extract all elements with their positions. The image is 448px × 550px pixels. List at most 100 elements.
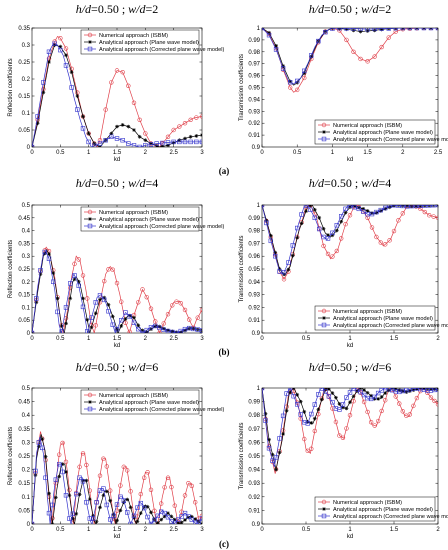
y-tick-label: 0.1: [22, 305, 31, 311]
series-marker-2: [127, 314, 132, 319]
series-marker-1: [166, 328, 170, 333]
y-tick-label: 0.15: [18, 481, 30, 487]
y-tick-label: 0.35: [18, 427, 30, 433]
series-marker-2: [137, 144, 142, 147]
chart-title: h/d=0.50 ; w/d=4: [76, 176, 159, 190]
series-marker-2: [145, 514, 150, 520]
series-marker-2: [80, 126, 86, 131]
series-marker-1: [298, 399, 303, 404]
series-marker-2: [435, 388, 438, 392]
series-marker-1: [59, 324, 64, 328]
series-marker-0: [425, 390, 430, 395]
series-marker-2: [86, 139, 91, 145]
series-marker-1: [162, 514, 167, 519]
series-marker-2: [171, 139, 176, 145]
series-marker-1: [288, 390, 293, 395]
series-marker-1: [362, 388, 366, 392]
series-marker-2: [114, 502, 120, 507]
series-marker-2: [121, 498, 127, 503]
series-marker-2: [69, 85, 74, 90]
y-tick-label: 0.95: [248, 454, 260, 460]
series-marker-2: [75, 107, 80, 112]
series-marker-2: [196, 519, 201, 524]
series-marker-1: [281, 64, 286, 68]
series-marker-0: [104, 464, 110, 469]
series-marker-1: [308, 205, 313, 208]
legend-marker: [87, 406, 93, 412]
series-marker-2: [46, 49, 52, 55]
series-marker-2: [80, 304, 86, 310]
series-marker-2: [126, 141, 131, 146]
series-marker-0: [428, 395, 434, 400]
series-marker-2: [84, 500, 89, 505]
series-marker-2: [379, 388, 384, 393]
series-marker-1: [67, 493, 72, 498]
series-marker-0: [343, 222, 348, 227]
y-axis-label: Reflection coefficients: [8, 427, 14, 485]
series-marker-0: [157, 330, 162, 333]
series-marker-1: [194, 134, 199, 138]
series-marker-2: [46, 510, 52, 516]
series-marker-1: [149, 141, 153, 146]
series-marker-1: [393, 388, 398, 391]
series-marker-2: [32, 330, 35, 333]
series-marker-1: [343, 210, 348, 215]
series-marker-2: [38, 268, 43, 273]
series-marker-2: [55, 309, 60, 315]
legend-marker: [321, 308, 327, 314]
series-marker-2: [120, 138, 125, 143]
y-axis-label: Reflection coefficients: [8, 58, 14, 116]
series-marker-2: [87, 516, 93, 521]
chart-a-left: h/d=0.50 ; w/d=2 0 0.5 1 1.5 2 2.5 3 0 0.05 0.1 0.1…: [8, 2, 224, 163]
series-marker-1: [68, 296, 73, 301]
series-marker-1: [369, 393, 374, 398]
chart-title: h/d=0.50 ; w/d=6: [76, 360, 159, 374]
y-tick-label: 0.91: [248, 508, 260, 514]
y-tick-label: 0.4: [22, 413, 31, 419]
y-tick-label: 0.99: [248, 400, 260, 406]
series-marker-1: [270, 452, 275, 457]
series-marker-0: [339, 236, 344, 241]
series-marker-2: [186, 514, 191, 519]
series-marker-0: [199, 513, 202, 519]
series-marker-0: [305, 448, 310, 454]
series-marker-0: [103, 107, 108, 112]
series-marker-0: [119, 299, 124, 304]
x-tick-label: 2: [436, 527, 440, 533]
series-marker-2: [428, 28, 434, 31]
series-marker-2: [172, 520, 177, 524]
series-marker-1: [277, 267, 282, 271]
series-marker-2: [294, 78, 300, 84]
series-marker-1: [85, 317, 90, 322]
series-marker-2: [361, 392, 367, 398]
x-tick-label: 0: [260, 150, 264, 156]
series-marker-2: [36, 440, 42, 445]
series-marker-0: [375, 418, 381, 424]
series-marker-1: [312, 416, 317, 421]
series-marker-2: [67, 516, 72, 521]
series-marker-2: [195, 327, 200, 332]
series-marker-1: [312, 207, 317, 212]
series-marker-0: [56, 452, 62, 457]
series-marker-1: [316, 407, 321, 412]
series-marker-2: [114, 136, 120, 141]
series-marker-2: [294, 402, 300, 407]
series-marker-0: [281, 277, 287, 282]
y-tick-label: 0.96: [248, 254, 260, 260]
series-marker-1: [396, 205, 401, 208]
series-marker-1: [120, 123, 125, 127]
series-marker-1: [119, 324, 124, 328]
legend-entry-0: Numerical approach (ISBM): [333, 309, 402, 315]
y-tick-label: 0.94: [248, 280, 260, 286]
x-tick-label: 0: [30, 527, 34, 533]
y-tick-label: 0.1: [22, 111, 31, 117]
series-marker-2: [199, 328, 202, 333]
series-marker-2: [358, 28, 363, 32]
series-marker-1: [183, 136, 187, 141]
series-marker-1: [143, 138, 148, 143]
series-marker-0: [123, 320, 128, 325]
series-marker-1: [170, 329, 175, 333]
x-axis-label: kd: [347, 534, 353, 540]
series-marker-1: [330, 28, 335, 30]
series-marker-2: [199, 139, 202, 145]
